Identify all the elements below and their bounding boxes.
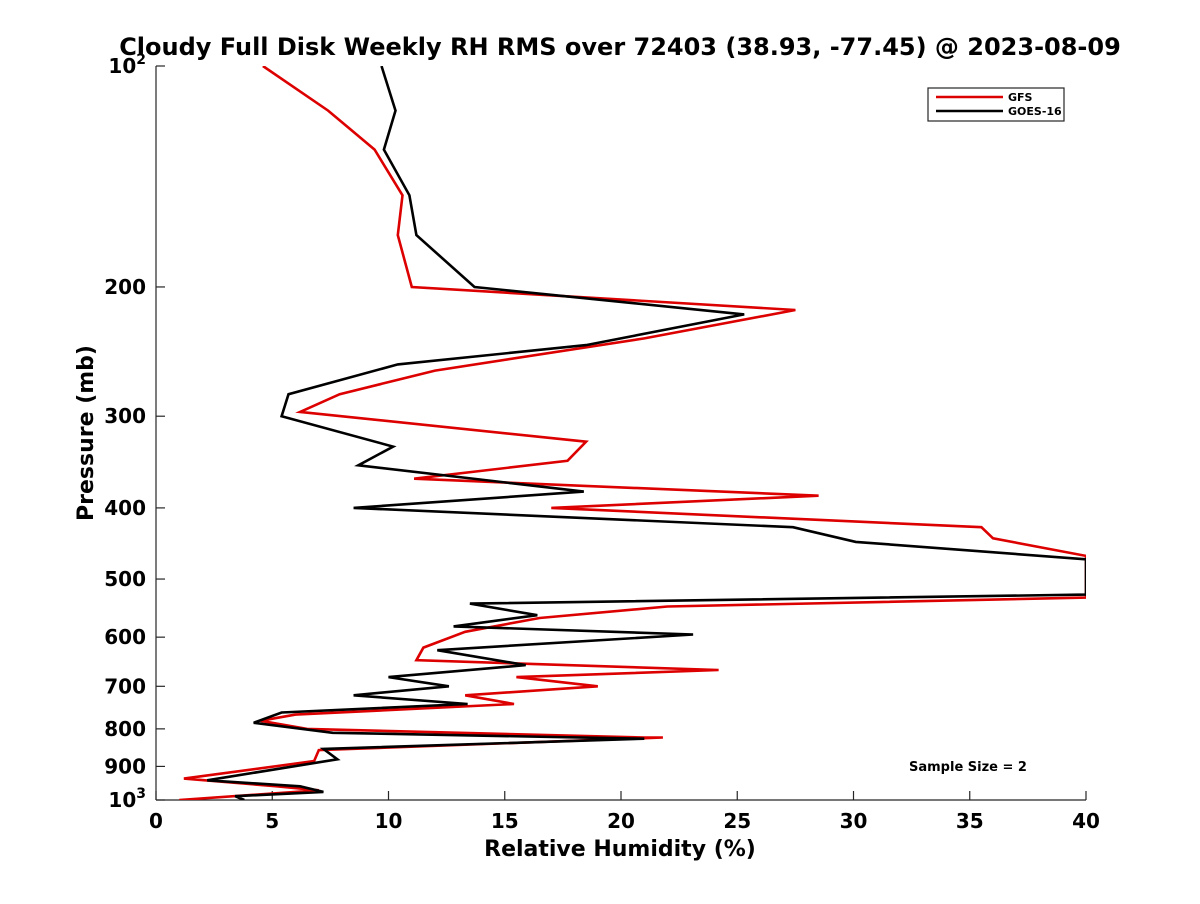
y-tick-label: 500 — [104, 567, 146, 591]
y-tick-label: 700 — [104, 674, 146, 698]
sample-size-annotation: Sample Size = 2 — [909, 760, 1027, 775]
y-tick-label: 800 — [104, 717, 146, 741]
y-tick-label: 300 — [104, 404, 146, 428]
x-tick-label: 0 — [149, 809, 163, 833]
y-tick-label: 103 — [108, 786, 146, 812]
x-tick-label: 35 — [956, 809, 984, 833]
legend-label-goes-16: GOES-16 — [1008, 105, 1062, 118]
x-tick-label: 20 — [607, 809, 635, 833]
plot-area: 0 5 10 15 20 25 30 35 40 102 200 300 400 500 600 700 800… — [104, 52, 1100, 833]
series-line-goes-16 — [206, 66, 1086, 800]
x-axis-label: Relative Humidity (%) — [484, 837, 756, 862]
x-tick-label: 10 — [375, 809, 403, 833]
y-tick-label: 900 — [104, 754, 146, 778]
y-tick-label: 102 — [108, 52, 146, 78]
series-line-gfs — [179, 66, 1086, 800]
y-axis-label: Pressure (mb) — [74, 345, 99, 521]
y-tick-label: 200 — [104, 275, 146, 299]
y-tick-label: 400 — [104, 496, 146, 520]
x-tick-label: 30 — [840, 809, 868, 833]
chart-title: Cloudy Full Disk Weekly RH RMS over 7240… — [119, 33, 1121, 61]
x-tick-label: 5 — [265, 809, 279, 833]
legend-box — [927, 87, 1065, 122]
x-tick-label: 40 — [1072, 809, 1100, 833]
x-tick-label: 15 — [491, 809, 519, 833]
legend-label-gfs: GFS — [1008, 91, 1033, 104]
x-tick-label: 25 — [723, 809, 751, 833]
y-tick-label: 600 — [104, 625, 146, 649]
